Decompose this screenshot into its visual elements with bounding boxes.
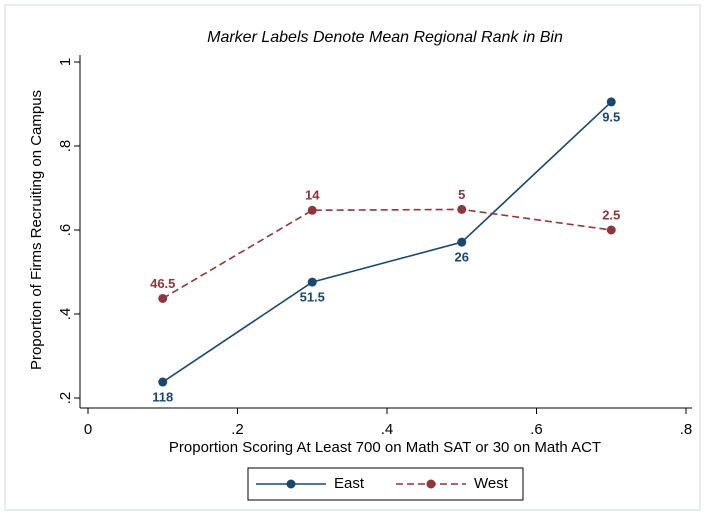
marker: [457, 204, 467, 214]
graph-frame: [4, 4, 701, 511]
x-tick-label: .8: [680, 421, 693, 438]
x-tick-label: .2: [231, 421, 244, 438]
series-line: [162, 101, 612, 383]
marker-label: 9.5: [602, 109, 620, 124]
x-tick-label: 0: [84, 421, 92, 438]
y-tick-label: .2: [57, 392, 74, 405]
marker-label: 46.5: [150, 276, 175, 291]
marker-label: 2.5: [602, 207, 620, 222]
marker-label: 118: [152, 389, 173, 404]
x-axis-label: Proportion Scoring At Least 700 on Math …: [169, 439, 601, 456]
y-tick-label: 1: [57, 58, 74, 66]
marker: [158, 377, 168, 387]
y-tick-label: .4: [57, 308, 74, 321]
marker-label: 51.5: [300, 290, 325, 305]
marker: [158, 293, 168, 303]
y-tick-label: .6: [57, 224, 74, 237]
x-tick-label: .4: [381, 421, 394, 438]
legend-box: [247, 467, 524, 501]
legend-marker: [426, 479, 436, 489]
legend-label: East: [334, 475, 365, 492]
x-tick-label: .6: [530, 421, 543, 438]
marker: [307, 205, 317, 215]
marker: [307, 277, 317, 287]
marker: [606, 97, 616, 107]
marker: [457, 237, 467, 247]
marker: [606, 225, 616, 235]
chart-title: Marker Labels Denote Mean Regional Rank …: [207, 29, 563, 46]
y-axis-label: Proportion of Firms Recruiting on Campus: [28, 90, 45, 370]
marker-label: 5: [458, 187, 465, 202]
marker-label: 26: [455, 250, 469, 265]
legend-label: West: [474, 475, 509, 492]
series-line: [162, 208, 612, 300]
y-tick-label: .8: [57, 140, 74, 153]
marker-label: 14: [305, 188, 320, 203]
legend-marker: [286, 479, 296, 489]
